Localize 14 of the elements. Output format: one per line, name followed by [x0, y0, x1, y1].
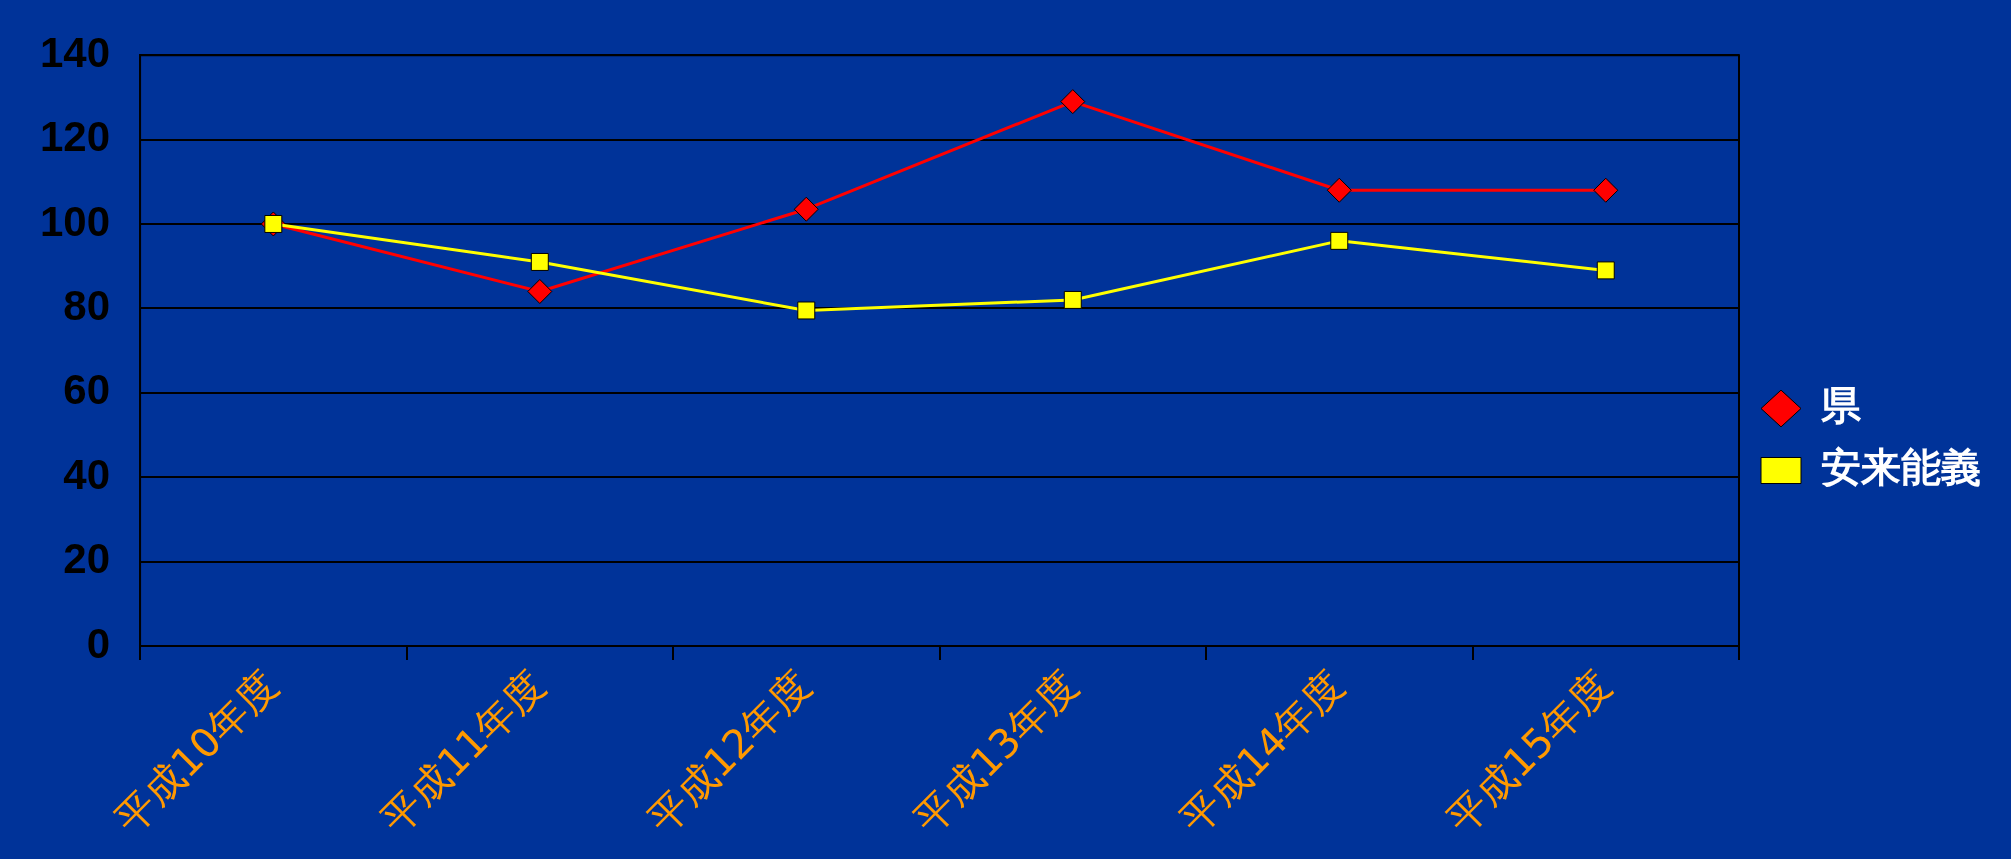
- x-tick-label: 平成14年度: [1171, 661, 1353, 843]
- y-tick-label: 60: [63, 366, 111, 414]
- x-tick-label: 平成11年度: [371, 661, 554, 843]
- legend-label: 安来能義: [1821, 443, 1981, 490]
- y-tick-label: 40: [63, 450, 111, 498]
- y-tick-label: 120: [40, 113, 111, 161]
- y-tick-label: 80: [63, 281, 111, 329]
- y-tick-label: 20: [63, 535, 111, 583]
- x-tick-label: 平成15年度: [1437, 661, 1620, 843]
- y-tick-label: 140: [40, 28, 111, 76]
- x-tick-label: 平成13年度: [904, 661, 1087, 843]
- legend-label: 県: [1820, 381, 1862, 428]
- x-tick-label: 平成12年度: [638, 661, 821, 843]
- y-tick-label: 100: [40, 197, 111, 245]
